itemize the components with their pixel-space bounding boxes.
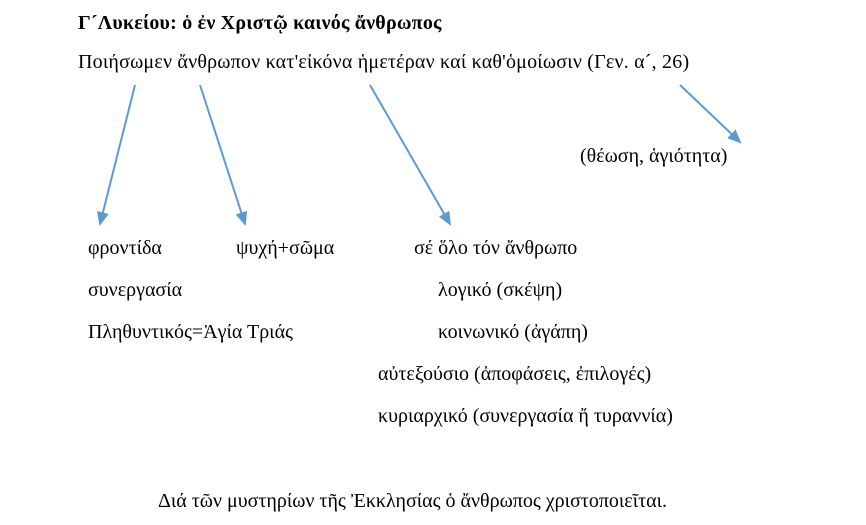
page-root: Γ´Λυκείου: ὁ ἐν Χριστῷ καινός ἄνθρωπος Π… — [0, 0, 866, 525]
col3-r3: κοινωνικό (ἀγάπη) — [438, 322, 588, 342]
main-sentence: Ποιήσωμεν ἄνθρωπον κατ'εἰκόνα ἡμετέραν κ… — [78, 51, 866, 74]
col2-r1: ψυχή+σῶμα — [236, 238, 414, 258]
col1-r3: Πληθυντικός=Ἁγία Τριάς — [88, 322, 414, 342]
page-title: Γ´Λυκείου: ὁ ἐν Χριστῷ καινός ἄνθρωπος — [78, 12, 866, 35]
col3-r5: κυριαρχικό (συνεργασία ἤ τυραννία) — [378, 406, 673, 426]
col3-r1: σέ ὅλο τόν ἄνθρωπο — [414, 238, 577, 258]
row-2: συνεργασία λογικό (σκέψη) — [88, 280, 673, 300]
closing-line: Διά τῶν μυστηρίων τῆς Ἐκκλησίας ὁ ἄνθρωπ… — [158, 490, 667, 513]
col1-r1: φροντίδα — [88, 238, 236, 258]
col3-r2: λογικό (σκέψη) — [438, 280, 562, 300]
col1-r2: συνεργασία — [88, 280, 236, 300]
row-3: Πληθυντικός=Ἁγία Τριάς κοινωνικό (ἀγάπη) — [88, 322, 673, 342]
note-theosis: (θέωση, ἁγιότητα) — [580, 145, 727, 168]
row-1: φροντίδα ψυχή+σῶμα σέ ὅλο τόν ἄνθρωπο — [88, 238, 673, 258]
columns-block: φροντίδα ψυχή+σῶμα σέ ὅλο τόν ἄνθρωπο συ… — [88, 238, 673, 448]
row-4: αὐτεξούσιο (ἀποφάσεις, ἐπιλογές) — [88, 364, 673, 384]
col3-r4: αὐτεξούσιο (ἀποφάσεις, ἐπιλογές) — [378, 364, 651, 384]
row-5: κυριαρχικό (συνεργασία ἤ τυραννία) — [88, 406, 673, 426]
